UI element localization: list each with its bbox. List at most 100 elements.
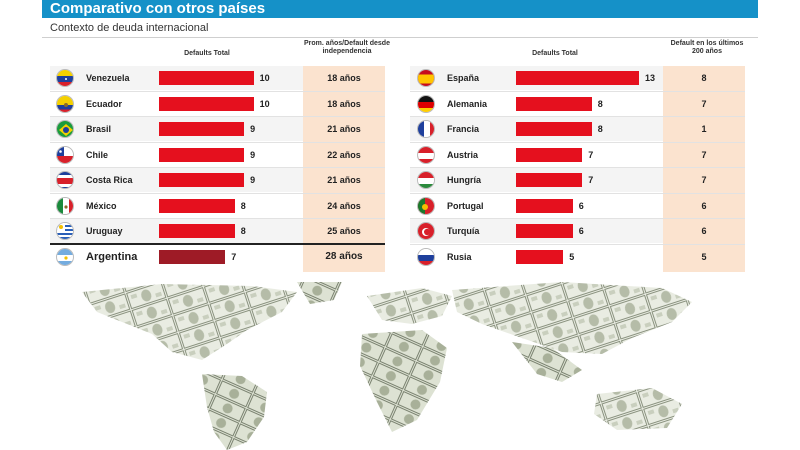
uruguay-flag-icon — [56, 222, 74, 240]
left-header-average: Prom. años/Default desde independencia — [304, 40, 390, 55]
world-map-banknotes — [82, 282, 692, 450]
left-value-cell: 21 años — [327, 175, 361, 185]
france-flag-icon — [417, 120, 435, 138]
right-value-column — [663, 66, 745, 272]
right-bar-value: 5 — [569, 251, 575, 262]
left-row-divider — [50, 218, 385, 219]
left-bar-value: 8 — [240, 200, 246, 211]
left-bar — [159, 173, 245, 187]
title-bar: Comparativo con otros países — [42, 0, 758, 18]
right-row-divider — [410, 90, 745, 92]
subtitle-divider — [42, 37, 758, 38]
right-value-cell: 5 — [701, 251, 707, 262]
turkey-flag-icon — [417, 222, 435, 240]
right-bar — [516, 147, 583, 162]
right-value-cell: 8 — [701, 73, 707, 83]
right-bar-value: 6 — [578, 226, 584, 236]
left-header-defaults: Defaults Total — [184, 50, 230, 57]
austria-flag-icon — [417, 145, 435, 164]
left-country-label: Costa Rica — [86, 175, 133, 185]
left-country-label: Venezuela — [86, 73, 130, 83]
right-value-cell: 6 — [701, 200, 707, 211]
left-country-label: Argentina — [86, 250, 138, 263]
right-value-cell: 7 — [701, 149, 707, 160]
right-bar-value: 6 — [578, 200, 584, 211]
mexico-flag-icon — [56, 196, 74, 215]
right-bar-value: 7 — [588, 149, 594, 160]
germany-flag-icon — [417, 94, 435, 113]
left-bar — [159, 96, 254, 111]
right-value-cell: 7 — [701, 175, 707, 185]
right-country-label: Francia — [447, 124, 480, 134]
right-bar — [516, 96, 592, 111]
right-value-cell: 7 — [701, 98, 707, 109]
left-bar-value: 8 — [240, 226, 246, 236]
left-country-label: Ecuador — [86, 98, 123, 109]
argentina-flag-icon — [56, 247, 74, 266]
left-bar-value: 9 — [250, 124, 256, 134]
right-bar — [516, 224, 573, 238]
left-row-divider — [50, 141, 385, 143]
venezuela-flag-icon — [56, 69, 74, 87]
ecuador-flag-icon — [56, 94, 74, 113]
brazil-flag-icon — [56, 120, 74, 138]
left-country-label: México — [86, 200, 117, 211]
right-row-divider — [410, 218, 745, 219]
russia-flag-icon — [417, 247, 435, 266]
right-value-cell: 6 — [701, 226, 707, 236]
right-country-label: España — [447, 73, 480, 83]
left-value-cell: 22 años — [327, 149, 361, 160]
left-value-cell: 18 años — [327, 73, 361, 83]
left-bar — [159, 147, 245, 162]
right-country-label: Turquía — [447, 226, 480, 236]
chile-flag-icon — [56, 145, 74, 164]
left-bar — [159, 71, 254, 85]
right-row-divider — [410, 243, 745, 245]
left-value-cell: 21 años — [327, 124, 361, 134]
right-header-defaults: Defaults Total — [532, 50, 578, 57]
left-bar — [159, 198, 235, 213]
chart-title: Comparativo con otros países — [50, 0, 266, 17]
right-bar — [516, 122, 592, 136]
right-bar-value: 7 — [588, 175, 594, 185]
right-country-label: Portugal — [447, 200, 484, 211]
infographic: Comparativo con otros países Contexto de… — [42, 0, 758, 450]
portugal-flag-icon — [417, 196, 435, 215]
argentina-divider — [50, 243, 385, 245]
left-row-divider — [50, 116, 385, 117]
left-value-cell: 18 años — [327, 98, 361, 109]
left-country-label: Chile — [86, 149, 109, 160]
right-header-recent: Default en los últimos 200 años — [670, 40, 744, 55]
left-bar-value: 9 — [250, 175, 256, 185]
left-value-cell: 25 años — [327, 226, 361, 236]
right-bar — [516, 71, 639, 85]
right-country-label: Rusia — [447, 251, 472, 262]
left-row-divider — [50, 90, 385, 92]
left-bar-value: 9 — [250, 149, 256, 160]
left-row-divider — [50, 167, 385, 168]
right-row-divider — [410, 192, 745, 194]
right-bar-value: 13 — [645, 73, 656, 83]
left-value-column — [303, 66, 385, 272]
right-bar — [516, 173, 583, 187]
right-country-label: Austria — [447, 149, 479, 160]
left-bar-value: 10 — [259, 98, 270, 109]
right-country-label: Hungría — [447, 175, 482, 185]
left-value-cell: 24 años — [327, 200, 361, 211]
left-value-cell: 28 años — [325, 250, 363, 262]
right-row-divider — [410, 116, 745, 117]
left-bar — [159, 224, 235, 238]
right-bar-value: 8 — [597, 98, 603, 109]
left-bar-value: 10 — [259, 73, 270, 83]
right-row-divider — [410, 167, 745, 168]
left-row-divider — [50, 192, 385, 194]
right-bar — [516, 198, 573, 213]
spain-flag-icon — [417, 69, 435, 87]
chart-subtitle: Contexto de deuda internacional — [50, 22, 209, 34]
right-bar-value: 8 — [597, 124, 603, 134]
left-bar — [159, 122, 245, 136]
right-row-divider — [410, 141, 745, 143]
right-country-label: Alemania — [447, 98, 488, 109]
left-bar-value: 7 — [231, 251, 237, 262]
right-bar — [516, 249, 564, 264]
